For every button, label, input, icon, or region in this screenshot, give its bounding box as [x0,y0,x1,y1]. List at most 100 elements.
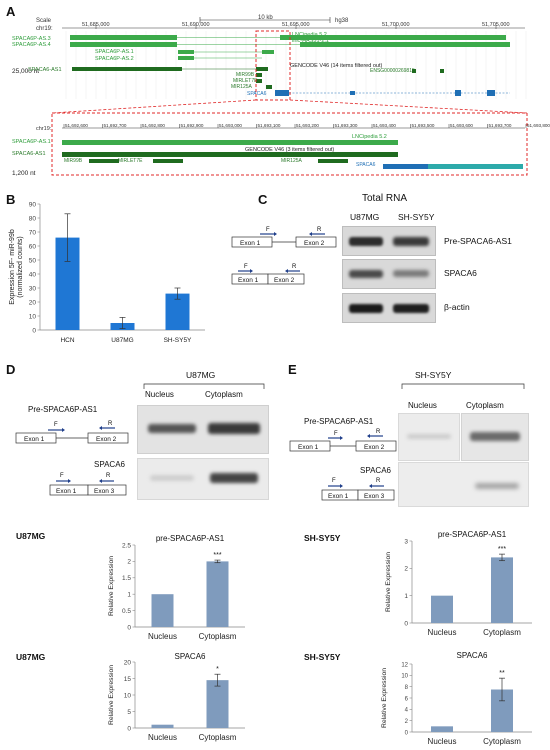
panel-c-letter: C [258,192,268,207]
panel-d-col-cytoplasm: Cytoplasm [205,390,243,399]
track-label: SPACA6-AS1 [12,151,46,157]
ruler-tick-label: 51,692,700 [104,123,127,128]
col-shsy5y: SH-SY5Y [398,212,435,222]
chart-e-pre-spaca6p-as1: 0 1 2 3 Nucleus *** Cytoplasm Relative Expressi… [304,530,532,637]
track-label: SPACA6P-AS.1 [12,139,51,145]
primer-f-label: F [54,422,58,428]
y-tick-label: 60 [29,243,37,250]
gene-label: SPACA6 [360,466,392,475]
cell-line-label: SH-SY5Y [304,533,341,543]
significance-marker: ** [499,670,505,677]
y-tick-label: 3 [404,538,408,545]
panel-c-exon-diagrams: F R Exon 1 Exon 2 F R Exon 1 Exon 2 [231,227,337,285]
ruler-tick-label: 51,693,700 [489,123,512,128]
chart-title: SPACA6 [457,651,489,660]
y-axis-label: Expression 5F- miR-99b(normalized counts… [9,229,24,305]
track-label: linc-HAS51-2.1 [292,38,329,44]
y-tick-label: 2 [405,719,409,725]
panel-d-bracket [143,383,265,389]
track-label: SPACA6 [356,162,376,168]
bar [491,689,513,732]
ruler-tick-label: 51,692,900 [181,123,204,128]
cell-line-label: U87MG [16,531,46,541]
scale-value: 10 kb [258,15,273,21]
y-tick-label: 50 [29,257,37,264]
track-label: MIR125A [281,158,303,164]
primer-f-label: F [244,264,248,270]
category-label: Nucleus [428,628,457,637]
y-tick-label: 10 [401,674,408,680]
bar [206,561,229,627]
bar [206,680,229,728]
primer-r-label: R [106,473,111,479]
browser-top: Scale 10 kb hg38 chr19: 51,685,000 51,690… [12,15,528,114]
primer-r-label: R [108,421,113,427]
primer-f-label: F [334,431,338,437]
primer-f-label: F [332,478,336,484]
category-label: Cytoplasm [483,737,521,746]
exon-label: Exon 2 [96,436,117,443]
panel-e-col-nucleus: Nucleus [408,401,437,410]
category-label: Cytoplasm [199,733,237,742]
gene-label: Pre-SPACA6P-AS1 [304,417,374,426]
top-ruler: 51,685,000 51,690,000 51,695,000 51,700,000… [82,22,510,29]
scale-label: Scale [36,18,52,24]
significance-marker: *** [498,546,506,553]
category-label: Cytoplasm [199,632,237,641]
primer-f-label: F [266,227,270,233]
panel-e-bracket [401,383,525,389]
category-label: Nucleus [148,733,177,742]
track-label: SPACA6-AS1 [28,67,62,73]
significance-marker: *** [213,552,221,559]
y-tick-label: 70 [29,229,37,236]
category-label: Nucleus [148,632,177,641]
panel-e-letter: E [288,362,297,377]
y-tick-label: 0 [32,327,36,334]
panel-d-exon-diagrams: Pre-SPACA6P-AS1 F R Exon 1 Exon 2 SPACA6… [15,405,129,496]
track-label: MIRLET7E [233,78,258,84]
ruler-tick-label: 51,693,500 [412,123,435,128]
nt-label-top: 25,000 nt [12,68,39,75]
bar [151,724,174,728]
y-tick-label: 40 [29,271,37,278]
track-label: MIRLET7E [118,158,143,164]
gel-e-cytoplasm [461,413,529,461]
bar [165,293,190,330]
y-tick-label: 2 [127,559,131,566]
y-tick-label: 2 [404,566,408,573]
chart-title: SPACA6 [175,652,207,661]
exon-label: Exon 1 [328,493,349,500]
assembly-label: hg38 [335,18,349,24]
category-label: U87MG [111,337,133,344]
chrom-label: chr19: [36,26,53,32]
y-tick-label: 12 [401,662,408,668]
track-label: MIR99B [64,158,83,164]
track-label: ENSG00000269815 [370,68,415,74]
ruler-tick-label: 51,693,400 [373,123,396,128]
ruler-tick-label: 51,692,600 [65,123,88,128]
panel-d-col-nucleus: Nucleus [145,390,174,399]
total-rna-title: Total RNA [362,193,408,204]
nt-label-zoom: 1,200 nt [12,170,36,177]
gene-label: SPACA6 [94,460,126,469]
y-tick-label: 6 [405,696,409,702]
panel-e-col-cytoplasm: Cytoplasm [466,401,504,410]
row-pre-spaca6-as1: Pre-SPACA6-AS1 [444,236,512,246]
ruler-tick-label: 51,693,000 [219,123,242,128]
y-tick-label: 10 [124,692,132,699]
category-label: HCN [60,337,74,344]
zoom-panel-box [51,112,528,176]
chrom-label-zoom: chr19: [36,126,52,132]
exon-label: Exon 1 [24,436,45,443]
y-tick-label: 0 [405,730,409,736]
y-tick-label: 8 [405,685,409,691]
y-tick-label: 2.5 [122,542,131,549]
panel-e-cell: SH-SY5Y [415,370,452,380]
row-spaca6: SPACA6 [444,268,477,278]
gel-d-spaca6 [137,458,269,500]
primer-r-label: R [292,264,297,270]
exon-label: Exon 2 [304,240,325,247]
ruler-tick-label: 51,705,000 [482,22,510,28]
ruler-tick-label: 51,695,000 [282,22,310,28]
exon-label: Exon 2 [364,444,385,451]
